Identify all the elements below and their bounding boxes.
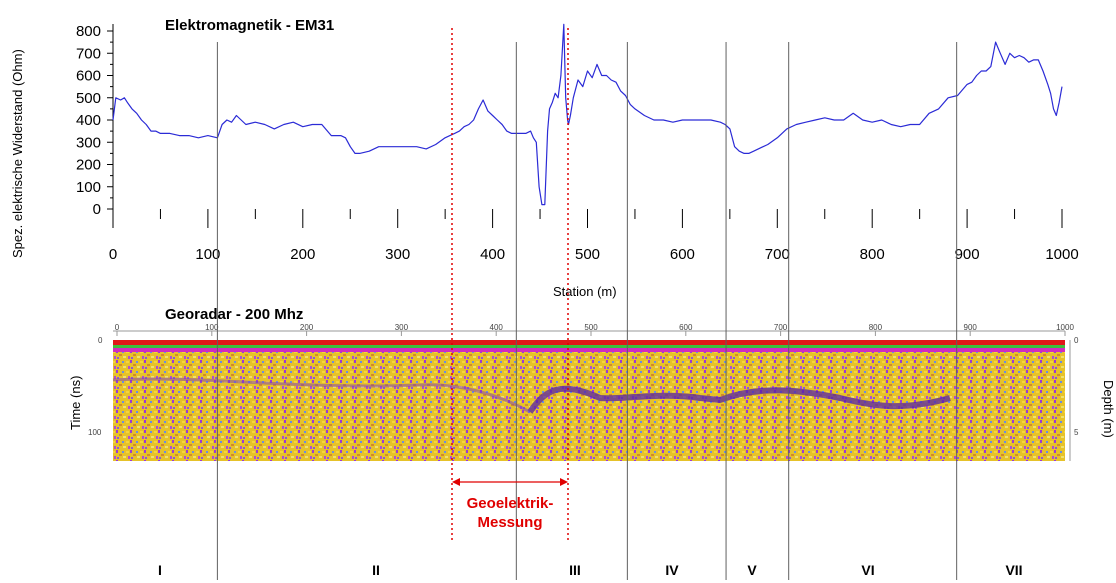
section-label-4: IV xyxy=(665,562,679,578)
section-label-3: III xyxy=(569,562,581,578)
em-y-tick-label: 200 xyxy=(76,157,101,174)
em-x-tick-label: 100 xyxy=(195,246,220,263)
em-y-tick-label: 400 xyxy=(76,112,101,129)
em-y-tick-label: 0 xyxy=(93,201,101,218)
em-x-tick-label: 900 xyxy=(955,246,980,263)
gpr-top-tick-label: 800 xyxy=(869,323,883,332)
gpr-reflector xyxy=(527,385,951,414)
em-x-tick-label: 1000 xyxy=(1045,246,1078,263)
em-y-ticks: 0 100 200 300 400 500 600 700 800 xyxy=(76,23,113,218)
gpr-top-tick-label: 1000 xyxy=(1056,323,1074,332)
gpr-reflector-2 xyxy=(112,377,531,414)
gpr-top-tick-label: 500 xyxy=(584,323,598,332)
em-y-tick-label: 500 xyxy=(76,90,101,107)
em-x-axis-label: Station (m) xyxy=(553,284,617,299)
gpr-right-tick-5: 5 xyxy=(1074,428,1079,437)
gpr-top-tick-label: 400 xyxy=(490,323,504,332)
em-x-tick-label: 600 xyxy=(670,246,695,263)
gpr-surface-red xyxy=(113,340,1065,345)
em-x-tick-label: 500 xyxy=(575,246,600,263)
em-y-tick-label: 100 xyxy=(76,179,101,196)
gpr-top-tick-label: 100 xyxy=(205,323,219,332)
em-y-tick-label: 300 xyxy=(76,134,101,151)
georadar-panel: Georadar - 200 Mhz 0 100 200 300 400 500 600 70… xyxy=(68,306,1116,461)
em-x-tick-label: 300 xyxy=(385,246,410,263)
em-series-line-0 xyxy=(112,23,1063,206)
em-x-ticks: 0 100 200 300 400 500 600 700 800 900 1000 xyxy=(109,209,1079,263)
gpr-y-axis-label-left: Time (ns) xyxy=(68,376,83,430)
geoelektrik-arrow-left-head xyxy=(452,478,460,486)
gpr-top-tick-label: 0 xyxy=(115,323,120,332)
section-label-7: VII xyxy=(1005,562,1022,578)
em-series xyxy=(112,23,1063,206)
em-x-tick-label: 0 xyxy=(109,246,117,263)
em-title: Elektromagnetik - EM31 xyxy=(165,17,334,34)
gpr-top-tick-label: 900 xyxy=(964,323,978,332)
section-labels: I II III IV V VI VII xyxy=(158,562,1023,578)
gpr-left-tick-0: 0 xyxy=(98,336,103,345)
geoelektrik-label-line2: Messung xyxy=(477,514,542,531)
geoelektrik-annotation: Geoelektrik- Messung xyxy=(451,28,569,540)
em-y-tick-label: 800 xyxy=(76,23,101,40)
gpr-title: Georadar - 200 Mhz xyxy=(165,306,303,323)
em-x-tick-label: 800 xyxy=(860,246,885,263)
gpr-left-tick-100: 100 xyxy=(88,428,102,437)
gpr-surface-green xyxy=(113,345,1065,348)
geoelektrik-arrow-right-head xyxy=(560,478,568,486)
em-x-tick-label: 400 xyxy=(480,246,505,263)
gpr-top-tick-label: 200 xyxy=(300,323,314,332)
gpr-radargram xyxy=(113,340,1065,461)
geoelektrik-label-line1: Geoelektrik- xyxy=(467,495,554,512)
gpr-top-tick-label: 700 xyxy=(774,323,788,332)
em-x-tick-label: 200 xyxy=(290,246,315,263)
gpr-right-tick-0: 0 xyxy=(1074,336,1079,345)
gpr-top-tick-label: 600 xyxy=(679,323,693,332)
em-y-tick-label: 600 xyxy=(76,68,101,85)
em-y-tick-label: 700 xyxy=(76,45,101,62)
section-label-6: VI xyxy=(861,562,874,578)
gpr-surface-magenta xyxy=(113,348,1065,352)
em-x-tick-label: 700 xyxy=(765,246,790,263)
gpr-top-ticks: 0 100 200 300 400 500 600 700 800 900 1000 xyxy=(115,323,1074,336)
section-label-1: I xyxy=(158,562,162,578)
gpr-y-axis-label-right: Depth (m) xyxy=(1101,380,1116,438)
em-y-axis-label: Spez. elektrische Widerstand (Ohm) xyxy=(10,49,25,258)
em31-panel: Elektromagnetik - EM31 Spez. elektrische… xyxy=(10,17,1079,299)
gpr-top-tick-label: 300 xyxy=(395,323,409,332)
section-label-2: II xyxy=(372,562,380,578)
section-label-5: V xyxy=(747,562,757,578)
section-dividers xyxy=(216,42,958,580)
